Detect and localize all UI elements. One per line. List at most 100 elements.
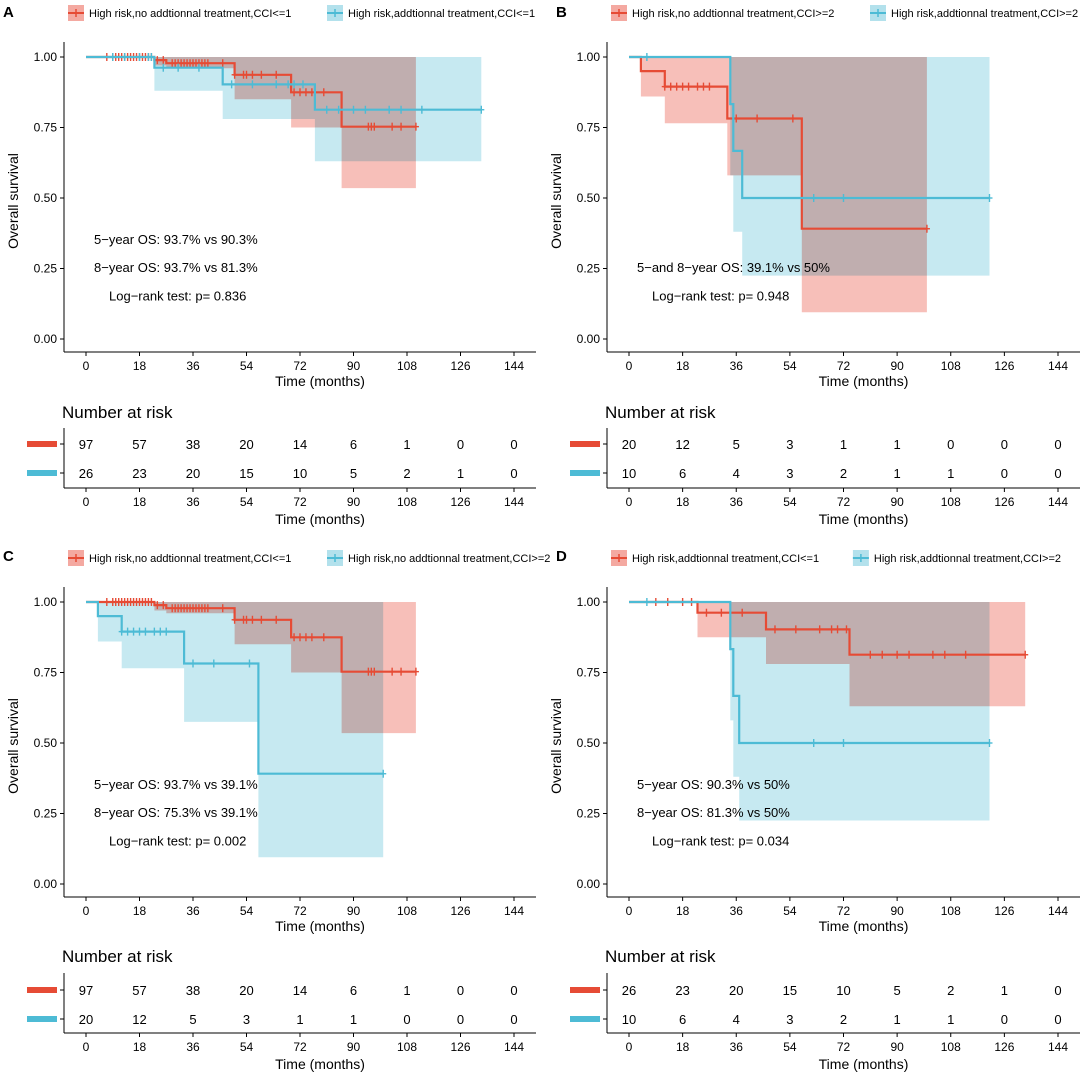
x-tick-label: 54	[240, 359, 254, 373]
risk-count-red: 97	[79, 983, 93, 998]
risk-x-tick-label: 72	[293, 495, 307, 509]
legend: High risk,no addtionnal treatment,CCI<=1…	[68, 550, 550, 566]
x-tick-label: 72	[293, 359, 307, 373]
panel-c: C High risk,no addtionnal treatment,CCI<=…	[3, 548, 550, 1072]
risk-row-swatch-red	[27, 441, 57, 447]
risk-x-tick-label: 90	[347, 495, 361, 509]
risk-x-tick-label: 54	[783, 495, 797, 509]
risk-count-red: 1	[403, 437, 410, 452]
risk-count-red: 38	[186, 983, 200, 998]
risk-x-tick-label: 108	[397, 1040, 417, 1054]
annotation-2: Log−rank test: p= 0.836	[109, 288, 246, 303]
risk-x-tick-label: 72	[293, 1040, 307, 1054]
risk-count-red: 1	[840, 437, 847, 452]
risk-count-blue: 26	[79, 466, 93, 481]
risk-count-red: 23	[675, 983, 689, 998]
ci-band-red	[629, 602, 1026, 707]
risk-count-red: 1	[403, 983, 410, 998]
x-tick-label: 36	[186, 904, 200, 918]
risk-x-axis-title: Time (months)	[275, 511, 365, 527]
x-tick-label: 18	[133, 359, 147, 373]
risk-count-red: 20	[239, 983, 253, 998]
ci-bands	[629, 57, 990, 313]
x-tick-label: 108	[397, 904, 417, 918]
risk-count-blue: 0	[510, 466, 517, 481]
risk-x-tick-label: 54	[240, 1040, 254, 1054]
risk-count-blue: 5	[350, 466, 357, 481]
annotation-1: Log−rank test: p= 0.948	[652, 288, 789, 303]
risk-row-swatch-blue	[570, 470, 600, 476]
risk-count-red: 5	[894, 983, 901, 998]
risk-count-blue: 2	[840, 1012, 847, 1027]
ci-band-red	[629, 57, 927, 313]
y-tick-label: 0.00	[34, 877, 58, 891]
x-tick-label: 54	[240, 904, 254, 918]
risk-count-red: 0	[510, 983, 517, 998]
x-tick-label: 144	[504, 904, 524, 918]
x-tick-label: 72	[837, 359, 851, 373]
risk-count-red: 5	[733, 437, 740, 452]
x-axis-title: Time (months)	[819, 918, 909, 934]
y-tick-label: 0.50	[577, 191, 601, 205]
risk-count-blue: 0	[1054, 466, 1061, 481]
risk-count-red: 0	[457, 437, 464, 452]
risk-count-red: 0	[510, 437, 517, 452]
risk-x-tick-label: 36	[186, 495, 200, 509]
risk-x-tick-label: 0	[626, 495, 633, 509]
x-tick-label: 54	[783, 359, 797, 373]
risk-x-axis-title: Time (months)	[275, 1056, 365, 1072]
risk-count-red: 2	[947, 983, 954, 998]
y-tick-label: 0.25	[34, 807, 58, 821]
risk-x-tick-label: 108	[941, 495, 961, 509]
x-tick-label: 144	[504, 359, 524, 373]
risk-count-blue: 5	[189, 1012, 196, 1027]
annotation-1: 8−year OS: 75.3% vs 39.1%	[94, 805, 258, 820]
risk-x-tick-label: 18	[676, 495, 690, 509]
censor-marks-red	[652, 598, 1029, 659]
panel-a: A High risk,no addtionnal treatment,CCI<=…	[3, 4, 536, 527]
legend-label-blue: High risk,no addtionnal treatment,CCI>=2	[348, 553, 550, 565]
x-tick-label: 90	[890, 359, 904, 373]
censor-marks-blue	[109, 53, 485, 114]
risk-count-red: 57	[132, 983, 146, 998]
risk-count-red: 97	[79, 437, 93, 452]
risk-x-tick-label: 144	[504, 1040, 524, 1054]
risk-x-tick-label: 144	[1048, 1040, 1068, 1054]
annotation-2: Log−rank test: p= 0.034	[652, 833, 789, 848]
x-tick-label: 108	[941, 359, 961, 373]
x-tick-label: 72	[293, 904, 307, 918]
risk-count-blue: 0	[457, 1012, 464, 1027]
x-axis-title: Time (months)	[275, 373, 365, 389]
risk-count-red: 10	[836, 983, 850, 998]
risk-x-tick-label: 144	[504, 495, 524, 509]
risk-count-blue: 1	[457, 466, 464, 481]
risk-count-blue: 1	[947, 466, 954, 481]
risk-count-blue: 10	[622, 1012, 636, 1027]
y-tick-label: 1.00	[34, 50, 58, 64]
annotation-0: 5−year OS: 93.7% vs 39.1%	[94, 777, 258, 792]
risk-count-red: 20	[239, 437, 253, 452]
x-tick-label: 126	[994, 904, 1014, 918]
x-tick-label: 90	[347, 359, 361, 373]
risk-x-tick-label: 126	[994, 1040, 1014, 1054]
x-tick-label: 18	[676, 359, 690, 373]
risk-count-blue: 1	[296, 1012, 303, 1027]
legend: High risk,addtionnal treatment,CCI<=1 Hig…	[611, 550, 1061, 566]
risk-x-tick-label: 72	[837, 495, 851, 509]
ci-bands	[86, 57, 482, 189]
risk-table-title: Number at risk	[605, 403, 716, 422]
risk-x-axis-title: Time (months)	[819, 511, 909, 527]
risk-count-red: 20	[729, 983, 743, 998]
x-tick-label: 0	[83, 904, 90, 918]
risk-count-red: 14	[293, 437, 307, 452]
x-tick-label: 90	[347, 904, 361, 918]
y-tick-label: 0.75	[34, 666, 58, 680]
risk-count-blue: 4	[733, 1012, 740, 1027]
risk-x-tick-label: 0	[83, 1040, 90, 1054]
annotation-0: 5−year OS: 93.7% vs 90.3%	[94, 232, 258, 247]
risk-x-tick-label: 126	[450, 1040, 470, 1054]
panel-b: B High risk,no addtionnal treatment,CCI>=…	[548, 4, 1080, 527]
risk-count-red: 14	[293, 983, 307, 998]
